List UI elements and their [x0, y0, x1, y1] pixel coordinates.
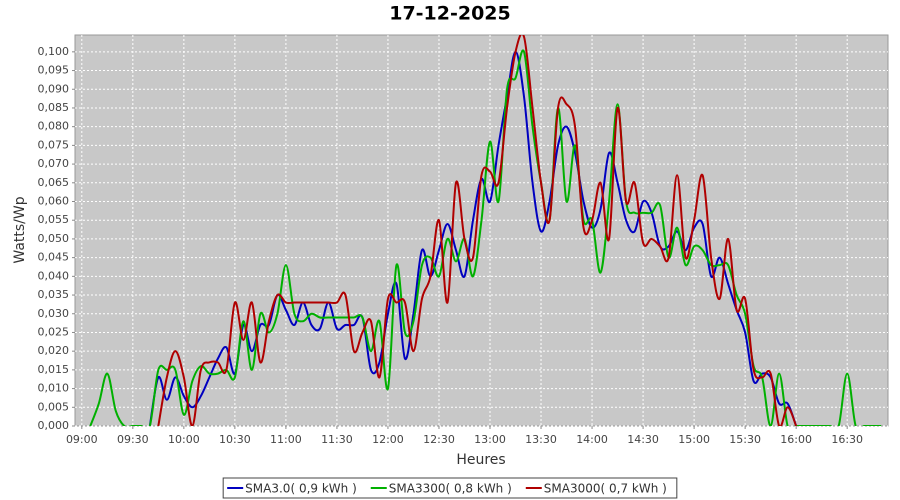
x-tick-label: 16:30: [831, 433, 863, 446]
x-tick-label: 16:00: [780, 433, 812, 446]
y-tick-label: 0,005: [38, 400, 70, 413]
legend-label: SMA3000( 0,7 kWh ): [544, 482, 667, 496]
y-tick-label: 0,030: [38, 307, 70, 320]
y-tick-label: 0,085: [38, 101, 70, 114]
y-tick-label: 0,050: [38, 232, 70, 245]
legend-item: SMA3.0( 0,9 kWh ): [227, 482, 357, 496]
y-tick-label: 0,020: [38, 344, 70, 357]
x-axis-label: Heures: [456, 452, 505, 468]
x-tick-label: 11:30: [321, 433, 353, 446]
y-tick-label: 0,100: [38, 45, 70, 58]
x-tick-label: 10:30: [219, 433, 251, 446]
x-tick-label: 10:00: [168, 433, 200, 446]
y-axis-label: Watts/Wp: [12, 196, 28, 263]
x-tick-label: 09:30: [117, 433, 149, 446]
y-tick-label: 0,095: [38, 64, 70, 77]
legend-label: SMA3.0( 0,9 kWh ): [245, 482, 357, 496]
y-tick-label: 0,035: [38, 288, 70, 301]
legend: SMA3.0( 0,9 kWh ) SMA3300( 0,8 kWh ) SMA30…: [222, 477, 678, 499]
y-tick-label: 0,040: [38, 269, 70, 282]
x-tick-label: 13:00: [474, 433, 506, 446]
legend-label: SMA3300( 0,8 kWh ): [389, 482, 512, 496]
y-tick-label: 0,010: [38, 382, 70, 395]
legend-item: SMA3000( 0,7 kWh ): [525, 482, 667, 496]
x-tick-label: 13:30: [525, 433, 557, 446]
y-tick-label: 0,070: [38, 157, 70, 170]
x-tick-label: 15:00: [678, 433, 710, 446]
y-tick-label: 0,080: [38, 120, 70, 133]
y-tick-label: 0,060: [38, 195, 70, 208]
y-tick-label: 0,090: [38, 82, 70, 95]
plot-area: [74, 34, 889, 427]
x-tick-label: 11:00: [270, 433, 302, 446]
y-tick-label: 0,075: [38, 138, 70, 151]
legend-box: [222, 477, 678, 499]
x-tick-label: 15:30: [729, 433, 761, 446]
series-line: [157, 35, 798, 426]
y-tick-label: 0,055: [38, 213, 70, 226]
x-tick-label: 14:00: [576, 433, 608, 446]
x-tick-label: 14:30: [627, 433, 659, 446]
x-tick-label: 09:00: [66, 433, 98, 446]
y-tick-label: 0,015: [38, 363, 70, 376]
x-tick-label: 12:30: [423, 433, 455, 446]
y-tick-label: 0,065: [38, 176, 70, 189]
y-tick-label: 0,045: [38, 251, 70, 264]
y-tick-label: 0,025: [38, 325, 70, 338]
x-tick-label: 12:00: [372, 433, 404, 446]
legend-item: SMA3300( 0,8 kWh ): [370, 482, 512, 496]
chart-title: 17-12-2025: [389, 3, 511, 25]
y-tick-label: 0,000: [38, 419, 70, 432]
